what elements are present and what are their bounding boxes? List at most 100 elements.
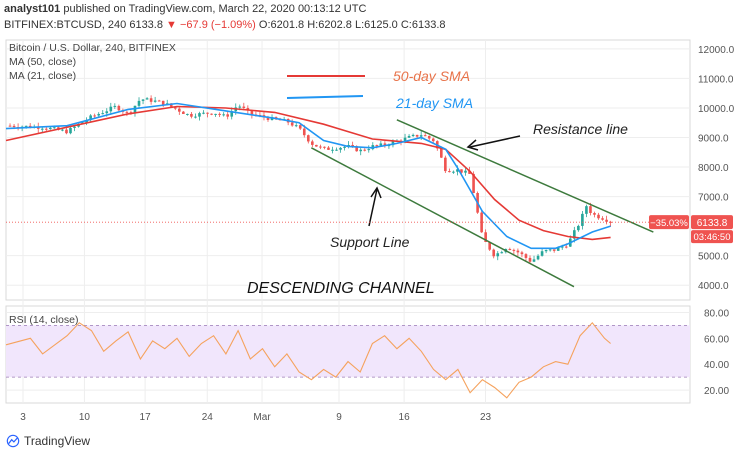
price-chart[interactable]: 12000.0 11000.0 10000.0 9000.0 8000.0 7000.0 5… (0, 36, 740, 434)
resistance-arrowhead (466, 139, 479, 151)
candle-body (391, 141, 395, 146)
footer-brand[interactable]: TradingView (24, 434, 91, 448)
candle-body (129, 112, 133, 114)
candle-body (53, 127, 56, 129)
candle-body (544, 249, 548, 252)
open-value: 6201.8 (270, 19, 305, 31)
candle-body (222, 114, 225, 116)
x-tick-label: 23 (480, 412, 492, 423)
candle-body (230, 111, 234, 117)
candle-body (423, 135, 427, 137)
candle-body (564, 246, 568, 248)
rsi-band (6, 324, 690, 378)
high-value: 6202.8 (318, 19, 352, 31)
support-arrowhead (370, 186, 382, 199)
axes: 12000.0 11000.0 10000.0 9000.0 8000.0 7000.0 5… (20, 45, 734, 423)
published-text: published on TradingView.com, March 22, … (63, 3, 367, 15)
legend-ma21[interactable]: MA (21, close) (9, 70, 77, 82)
rsi-tick-label: 40.00 (704, 360, 729, 371)
candle-body (198, 113, 201, 117)
candle-body (294, 125, 298, 127)
candle-body (411, 134, 415, 136)
symbol[interactable]: BITFINEX:BTCUSD, 240 (4, 19, 127, 31)
rsi-tick-label: 20.00 (704, 386, 729, 397)
candle-body (97, 113, 101, 116)
candle-body (516, 250, 520, 253)
candle-body (528, 257, 532, 262)
rsi-tick-label: 80.00 (704, 308, 729, 319)
candle-body (178, 108, 181, 112)
candle-body (206, 112, 209, 114)
candle-body (250, 110, 254, 115)
legend-ma50[interactable]: MA (50, close) (9, 56, 77, 68)
candle-body (315, 144, 318, 147)
legend-title: Bitcoin / U.S. Dollar, 240, BITFINEX (9, 42, 176, 54)
price-badge (691, 215, 733, 230)
candle-body (311, 141, 314, 145)
candle-body (472, 173, 475, 194)
high-label: H: (307, 19, 319, 31)
symbol-line: BITFINEX:BTCUSD, 240 6133.8 ▼ −67.9 (−1.… (4, 19, 446, 31)
ma21-line (5, 102, 611, 250)
resistance-line (396, 119, 654, 233)
grid (5, 39, 691, 404)
candle-body (609, 221, 612, 223)
sma50-label: 50-day SMA (393, 68, 470, 84)
candle-body (444, 157, 447, 172)
candle-body (290, 122, 294, 126)
candle-body (125, 111, 129, 113)
candle-body (468, 170, 471, 174)
candle-body (375, 145, 379, 147)
y-tick-label: 5000.0 (698, 252, 729, 263)
price-change: ▼ −67.9 (−1.09%) (166, 19, 256, 31)
y-tick-label: 10000.0 (698, 104, 735, 115)
candle-body (49, 127, 52, 130)
candle-body (536, 255, 540, 260)
candle-body (105, 111, 109, 114)
publisher-name[interactable]: analyst101 (4, 3, 61, 15)
candle-body (440, 148, 443, 158)
candle-body (331, 149, 334, 151)
candle-body (44, 128, 48, 130)
candle-body (12, 125, 16, 128)
candle-body (597, 214, 600, 219)
tradingview-logo-icon (6, 434, 20, 448)
candle-body (556, 247, 560, 251)
candle-body (73, 126, 76, 128)
annotations: 50-day SMA 21-day SMA Resistance line Suppo… (247, 68, 628, 297)
ma50-line (5, 105, 611, 241)
candle-body (605, 219, 608, 222)
candle-body (343, 146, 346, 148)
candle-body (246, 107, 250, 111)
candle-body (456, 169, 459, 172)
moving-averages (5, 102, 611, 250)
y-tick-label: 11000.0 (698, 74, 734, 85)
candle-body (319, 146, 322, 148)
sma21-key-line (286, 95, 364, 99)
candle-body (415, 134, 419, 137)
countdown-badge (691, 230, 733, 244)
candle-body (601, 218, 604, 220)
y-tick-label: 9000.0 (698, 134, 729, 145)
candle-body (65, 129, 68, 134)
candle-body (218, 113, 221, 115)
rsi-lines (5, 321, 611, 399)
candle-body (194, 116, 197, 118)
candle-body (359, 149, 363, 152)
x-tick-label: 16 (399, 412, 411, 423)
candle-body (306, 135, 310, 142)
legend-rsi[interactable]: RSI (14, close) (9, 314, 79, 326)
candle-body (577, 225, 580, 231)
candle-body (173, 106, 177, 109)
candle-body (109, 106, 113, 112)
candle-body (101, 113, 105, 115)
y-tick-label: 4000.0 (698, 281, 729, 292)
candle-body (149, 98, 153, 102)
candle-body (407, 135, 411, 138)
candle-body (419, 135, 423, 137)
candle-body (61, 129, 64, 131)
channel-label: DESCENDING CHANNEL (247, 280, 435, 297)
open-label: O: (258, 19, 271, 31)
candle-body (593, 213, 596, 215)
candle-body (508, 249, 512, 251)
